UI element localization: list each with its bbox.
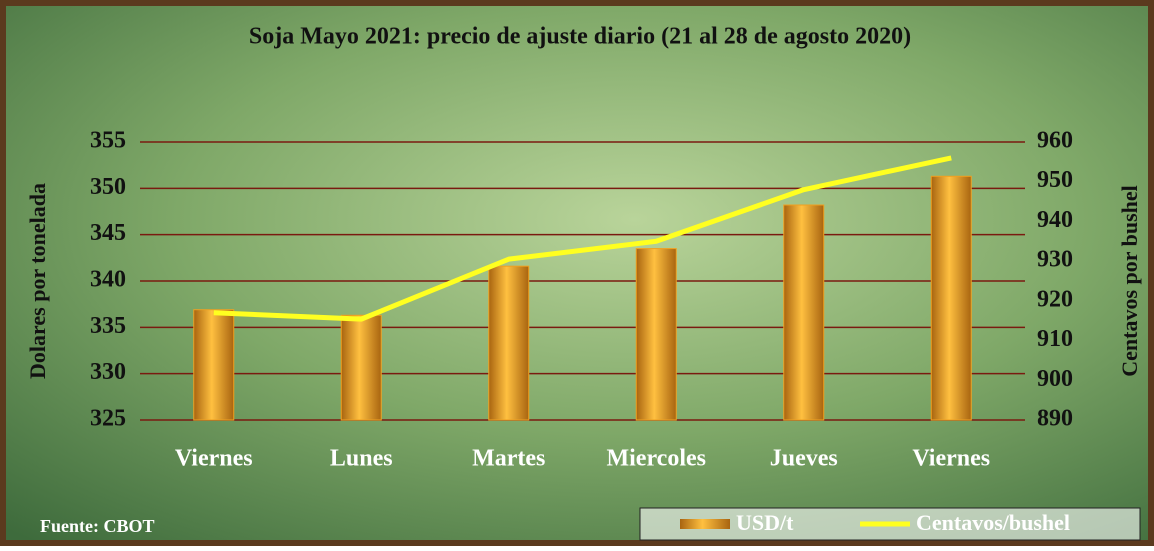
y2-tick-label: 900 xyxy=(1037,366,1073,392)
y-axis-label: Dolares por tonelada xyxy=(25,183,50,379)
y2-tick-label: 960 xyxy=(1037,128,1073,154)
y-tick-label: 325 xyxy=(90,406,126,432)
source: Fuente: CBOT xyxy=(40,516,155,536)
y-tick-label: 335 xyxy=(90,313,126,339)
bar xyxy=(784,205,824,420)
y2-tick-label: 930 xyxy=(1037,247,1073,273)
x-tick-label: Lunes xyxy=(330,446,393,472)
x-tick-label: Jueves xyxy=(770,446,838,472)
legend-swatch xyxy=(680,519,730,529)
y2-tick-label: 910 xyxy=(1037,326,1073,352)
legend-label: USD/t xyxy=(736,510,794,535)
legend-label: Centavos/bushel xyxy=(916,510,1070,535)
bar xyxy=(194,310,234,420)
y-tick-label: 355 xyxy=(90,128,126,154)
bar xyxy=(931,176,971,420)
y2-tick-label: 940 xyxy=(1037,207,1073,233)
chart: Soja Mayo 2021: precio de ajuste diario … xyxy=(0,0,1154,546)
y-tick-label: 330 xyxy=(90,359,126,385)
x-tick-label: Martes xyxy=(472,446,545,472)
y-tick-label: 340 xyxy=(90,267,126,293)
bar xyxy=(489,266,529,420)
x-tick-label: Miercoles xyxy=(606,446,706,472)
y2-tick-label: 920 xyxy=(1037,286,1073,312)
y-tick-label: 350 xyxy=(90,174,126,200)
x-tick-label: Viernes xyxy=(175,446,253,472)
y-tick-label: 345 xyxy=(90,220,126,246)
x-tick-label: Viernes xyxy=(912,446,990,472)
bar xyxy=(636,249,676,420)
y2-axis-label: Centavos por bushel xyxy=(1117,185,1142,377)
bar xyxy=(341,315,381,420)
chart-title: Soja Mayo 2021: precio de ajuste diario … xyxy=(249,24,911,50)
y2-tick-label: 950 xyxy=(1037,167,1073,193)
y2-tick-label: 890 xyxy=(1037,406,1073,432)
